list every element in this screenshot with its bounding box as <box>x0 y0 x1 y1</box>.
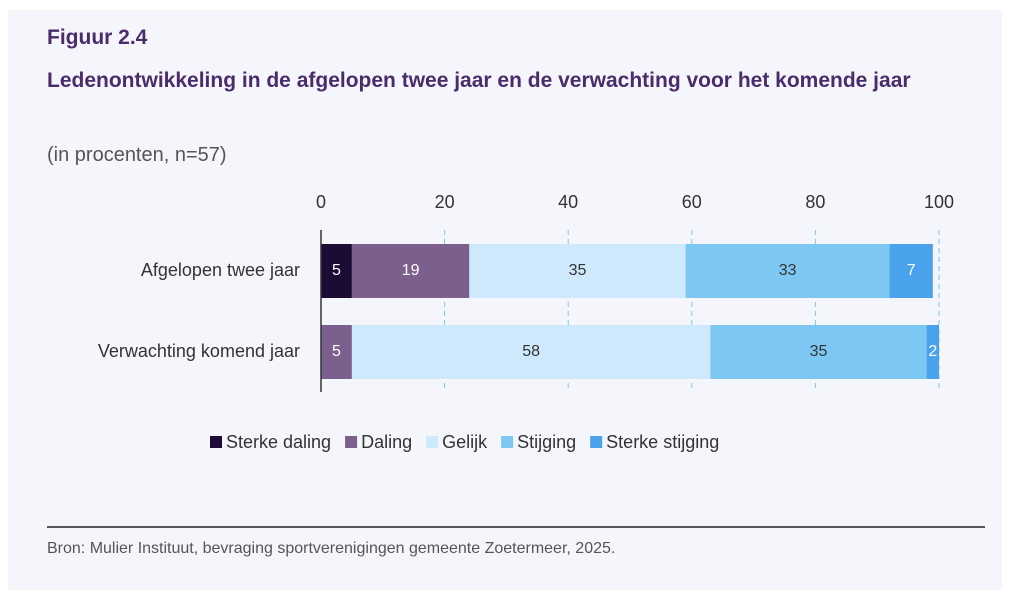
legend-swatch <box>501 436 514 448</box>
y-tick-label: Afgelopen twee jaar <box>141 260 300 280</box>
legend-swatch <box>426 436 439 448</box>
legend-swatch <box>590 436 603 448</box>
bar-segment <box>685 244 890 298</box>
y-tick-label: Verwachting komend jaar <box>98 341 300 361</box>
legend-label: Stijging <box>517 432 576 452</box>
data-label: 5 <box>332 343 341 360</box>
bar-segment <box>710 325 927 379</box>
bar-segment <box>321 325 352 379</box>
legend-label: Daling <box>361 432 412 452</box>
legend-swatch <box>345 436 358 448</box>
panel: Figuur 2.4 Ledenontwikkeling in de afgel… <box>8 10 1002 590</box>
x-tick-label: 80 <box>805 192 825 212</box>
x-tick-label: 60 <box>682 192 702 212</box>
bar-segment <box>469 244 686 298</box>
legend-swatch <box>210 436 222 448</box>
data-label: 33 <box>779 262 797 279</box>
bar-segment <box>889 244 933 298</box>
data-label: 7 <box>907 262 916 279</box>
legend-label: Sterke stijging <box>606 432 719 452</box>
x-tick-label: 100 <box>924 192 954 212</box>
source: Bron: Mulier Instituut, bevraging sportv… <box>47 540 616 557</box>
data-label: 5 <box>332 262 341 279</box>
figure-label: Figuur 2.4 <box>47 26 148 49</box>
bar-segment <box>351 244 470 298</box>
chart-subtitle: (in procenten, n=57) <box>47 144 227 166</box>
data-label: 58 <box>522 343 540 360</box>
data-label: 2 <box>928 343 937 360</box>
data-label: 35 <box>569 262 587 279</box>
data-label: 35 <box>810 343 828 360</box>
bar-segment <box>321 244 352 298</box>
data-label: 19 <box>402 262 420 279</box>
x-tick-label: 20 <box>435 192 455 212</box>
legend-label: Gelijk <box>442 432 488 452</box>
x-tick-label: 40 <box>558 192 578 212</box>
chart-title: Ledenontwikkeling in de afgelopen twee j… <box>47 69 911 92</box>
x-tick-label: 0 <box>316 192 326 212</box>
bar-segment <box>351 325 711 379</box>
bar-segment <box>926 325 939 379</box>
legend-label: Sterke daling <box>226 432 331 452</box>
